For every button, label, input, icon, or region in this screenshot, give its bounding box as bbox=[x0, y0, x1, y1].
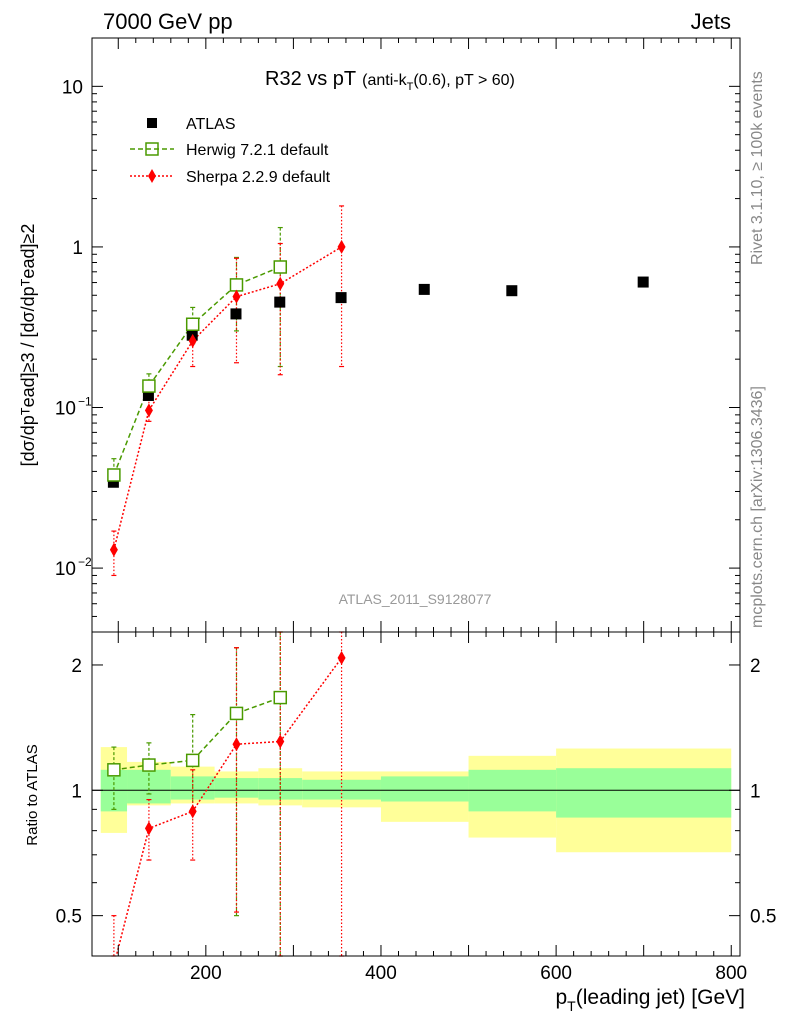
sherpa-ratio-point bbox=[232, 737, 241, 752]
herwig-ratio-point bbox=[185, 753, 200, 768]
herwig-point bbox=[107, 468, 121, 482]
herwig-point bbox=[185, 317, 200, 331]
main-ytick-label: 10 bbox=[55, 399, 76, 420]
ratio-ylabel: Ratio to ATLAS bbox=[24, 744, 41, 845]
ratio-band-inner bbox=[380, 776, 469, 802]
sherpa-point bbox=[276, 276, 285, 291]
sherpa-ratio-point bbox=[337, 650, 346, 665]
main-ytick-label: 1 bbox=[72, 238, 83, 259]
herwig-point bbox=[229, 278, 244, 292]
legend: ATLAS Herwig 7.2.1 default Sherpa 2.2.9 … bbox=[130, 116, 331, 186]
xtick-label: 800 bbox=[715, 963, 747, 984]
plot-title-sub: (anti-k bbox=[362, 72, 407, 89]
xtick-label: 200 bbox=[190, 963, 222, 984]
main-data bbox=[107, 205, 649, 577]
atlas-point bbox=[142, 389, 154, 401]
ratio-ytick-label-left: 0.5 bbox=[56, 907, 82, 928]
plot-title-sub-index: T bbox=[407, 81, 414, 93]
sherpa-ratio-point bbox=[276, 734, 285, 749]
ratio-ytick-label-right: 0.5 bbox=[750, 907, 776, 928]
main-ytick-exponent: −1 bbox=[78, 395, 92, 409]
atlas-point bbox=[637, 276, 649, 288]
main-ytick-exponent: −2 bbox=[78, 555, 92, 569]
sherpa-point bbox=[188, 333, 197, 348]
sherpa-ratio-line bbox=[115, 657, 343, 956]
ratio-ytick-label-right: 2 bbox=[750, 656, 761, 677]
legend-sherpa-marker bbox=[148, 169, 156, 183]
sherpa-point bbox=[232, 289, 241, 304]
ratio-ytick-label-right: 1 bbox=[750, 781, 761, 802]
plot-title-sub-rest: (0.6), pT > 60) bbox=[413, 72, 515, 89]
main-ytick-label: 10 bbox=[55, 559, 76, 580]
xaxis-label-sub: T bbox=[567, 998, 576, 1014]
atlas-point bbox=[274, 296, 286, 308]
header-left-label: 7000 GeV pp bbox=[103, 9, 233, 34]
side-rivet-label: Rivet 3.1.10, ≥ 100k events bbox=[749, 71, 766, 265]
ratio-data bbox=[107, 631, 346, 957]
atlas-point bbox=[230, 308, 242, 320]
herwig-ratio-point bbox=[107, 763, 121, 777]
legend-herwig-marker bbox=[145, 142, 159, 156]
herwig-line bbox=[113, 266, 281, 476]
sherpa-ratio-point bbox=[188, 804, 197, 819]
sherpa-point bbox=[144, 403, 153, 418]
legend-atlas-label: ATLAS bbox=[186, 116, 236, 133]
plot-title-main: R32 vs pT bbox=[265, 68, 356, 90]
legend-sherpa-label: Sherpa 2.2.9 default bbox=[186, 169, 331, 186]
atlas-point bbox=[506, 285, 518, 297]
sherpa-line bbox=[113, 246, 342, 550]
sherpa-ratio-point bbox=[144, 821, 153, 836]
header-right-label: Jets bbox=[691, 9, 731, 34]
sherpa-point bbox=[109, 542, 118, 557]
analysis-id-label: ATLAS_2011_S9128077 bbox=[339, 591, 492, 607]
atlas-point bbox=[418, 283, 430, 295]
atlas-point bbox=[107, 476, 119, 488]
herwig-ratio-point bbox=[229, 706, 244, 721]
side-mcplots-label: mcplots.cern.ch [arXiv:1306.3436] bbox=[749, 386, 766, 628]
herwig-point bbox=[142, 379, 156, 393]
ratio-band-inner bbox=[556, 768, 732, 818]
herwig-ratio-point bbox=[273, 690, 288, 705]
xaxis-label: pT(leading jet) [GeV] bbox=[555, 986, 745, 1014]
main-ylabel: [dσ/dpᵀead]≥3 / [dσ/dpᵀead]≥2 bbox=[18, 224, 38, 467]
ratio-ytick-label-left: 1 bbox=[71, 781, 82, 802]
plot-title: R32 vs pT (anti-kT(0.6), pT > 60) bbox=[265, 68, 515, 93]
atlas-point bbox=[335, 292, 347, 304]
ratio-ytick-label-left: 2 bbox=[71, 656, 82, 677]
legend-atlas-marker bbox=[147, 118, 157, 128]
xtick-label: 600 bbox=[540, 963, 572, 984]
xaxis-label-main: p bbox=[555, 986, 567, 1009]
legend-herwig-label: Herwig 7.2.1 default bbox=[186, 142, 329, 159]
herwig-ratio-point bbox=[142, 758, 156, 772]
xtick-label: 400 bbox=[365, 963, 397, 984]
xaxis-label-rest: (leading jet) [GeV] bbox=[576, 986, 745, 1009]
sherpa-point bbox=[337, 239, 346, 254]
herwig-point bbox=[273, 260, 288, 274]
main-ytick-label: 10 bbox=[62, 77, 83, 98]
